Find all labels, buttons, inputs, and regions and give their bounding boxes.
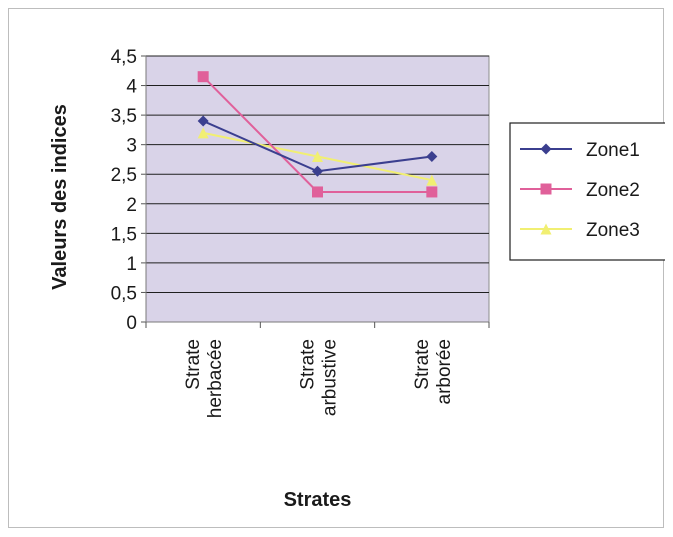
y-tick-label: 1,5 [111, 224, 137, 245]
series-point [197, 71, 209, 83]
chart-frame: 0 0,5 1 1,5 2 2,5 3 3,5 4 4,5 Strate herbacée Strat… [8, 8, 672, 528]
series-point [197, 127, 209, 139]
legend-item: Zone3 [520, 220, 640, 241]
x-category-label-line: arborée [434, 339, 455, 405]
legend-label: Zone2 [586, 180, 640, 201]
series-point [197, 115, 209, 127]
y-tick-label: 0 [126, 313, 137, 334]
legend-item: Zone2 [520, 180, 640, 201]
axes [141, 55, 490, 328]
series-point [426, 186, 438, 198]
y-tick-label: 3 [126, 136, 137, 157]
x-category-label-line: Strate [412, 339, 433, 390]
series-zone3 [197, 127, 438, 186]
series-point [312, 165, 323, 177]
series-zone1 [197, 115, 438, 177]
x-category-label-line: herbacée [205, 339, 226, 418]
x-category-label-line: Strate [183, 339, 204, 390]
line-chart: 00,511,522,533,544,5 Strate herbacée Strat… [49, 47, 672, 511]
y-axis-title: Valeurs des indices [49, 104, 71, 290]
y-tick-label: 2,5 [111, 165, 137, 186]
x-category-label: Strate arborée [412, 339, 455, 405]
series-group [197, 71, 438, 198]
y-tick-label: 3,5 [111, 106, 137, 127]
series-point [426, 150, 438, 162]
y-tick-label: 2 [126, 195, 137, 216]
legend-item: Zone1 [520, 140, 640, 161]
legend-label: Zone3 [586, 220, 640, 241]
gridlines [146, 55, 489, 293]
series-point [312, 186, 323, 198]
x-axis-categories: Strate herbacée Strate arbustive Strate arbor… [183, 339, 455, 418]
y-tick-label: 4 [126, 77, 137, 98]
x-category-label-line: Strate [298, 339, 319, 390]
legend-label: Zone1 [586, 140, 640, 161]
series-point [540, 223, 552, 235]
x-category-label: Strate herbacée [183, 339, 226, 418]
x-category-label: Strate arbustive [298, 339, 341, 416]
series-point [312, 150, 323, 162]
y-tick-label: 1 [126, 254, 137, 275]
series-zone2 [197, 71, 438, 198]
y-tick-label: 4,5 [111, 47, 137, 68]
series-point [426, 174, 438, 186]
x-category-label-line: arbustive [320, 339, 341, 416]
y-axis-ticks: 0 0,5 1 1,5 2 2,5 3 3,5 4 4,5 [111, 47, 138, 334]
y-tick-label: 0,5 [111, 283, 137, 304]
series-point [540, 183, 552, 195]
x-axis-title: Strates [284, 489, 352, 511]
legend: Zone1 Zone2 Zone3 [509, 122, 672, 261]
series-point [540, 143, 552, 155]
